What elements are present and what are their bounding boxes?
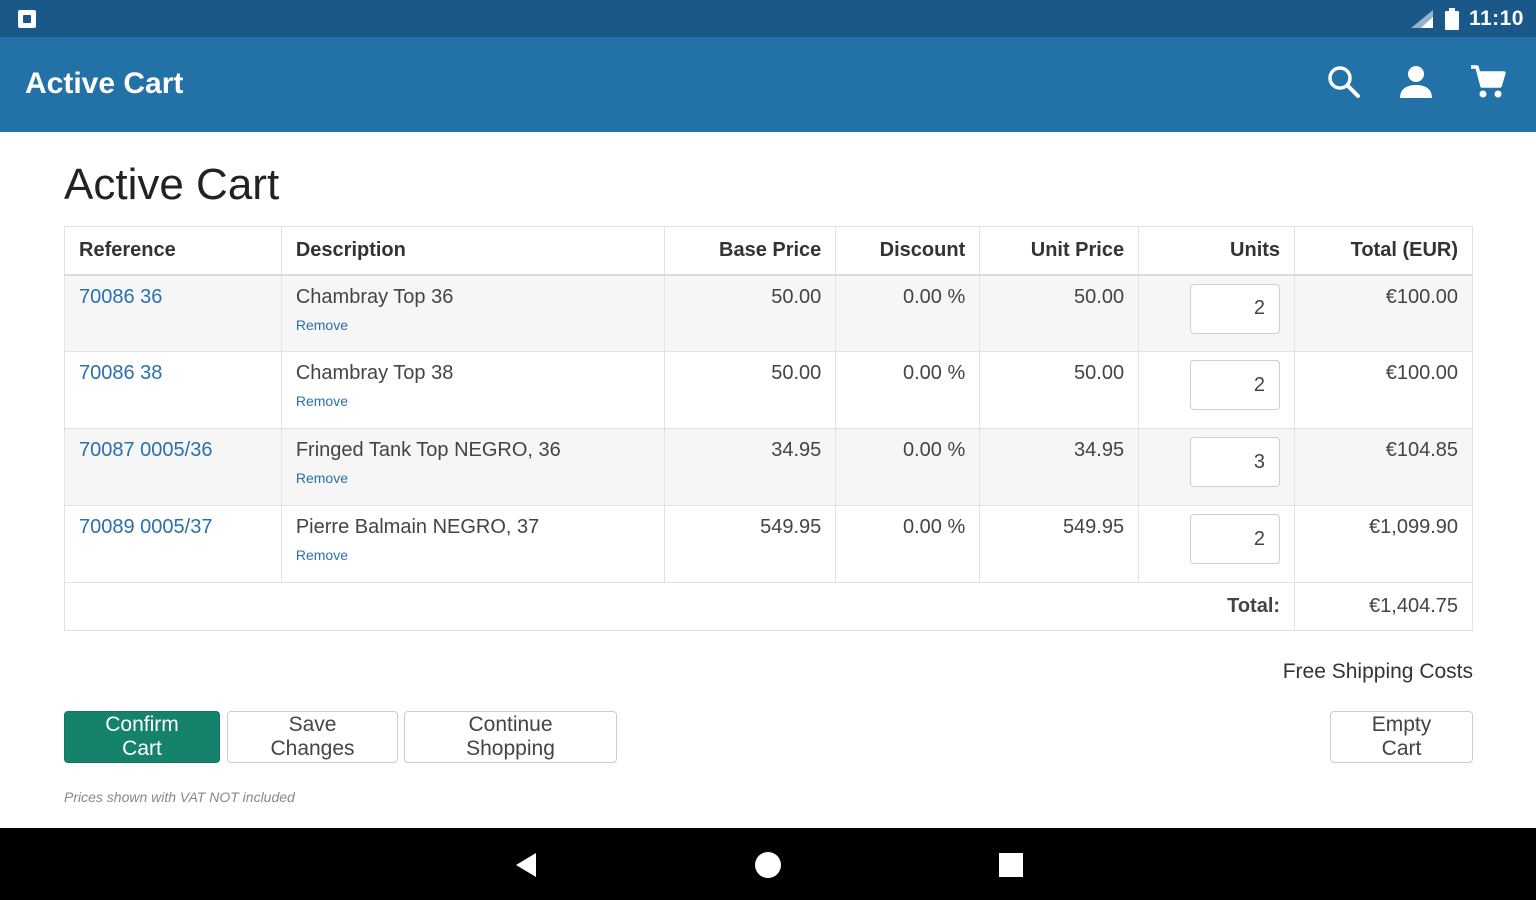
units-input[interactable] xyxy=(1190,360,1281,410)
empty-cart-button[interactable]: Empty Cart xyxy=(1330,711,1473,763)
app-bar: Active Cart xyxy=(0,37,1536,132)
navigation-bar xyxy=(0,828,1536,900)
item-description: Chambray Top 36 xyxy=(295,285,454,308)
confirm-cart-button[interactable]: Confirm Cart xyxy=(64,711,220,763)
header-unit-price: Unit Price xyxy=(979,226,1140,276)
app-bar-actions xyxy=(1326,62,1506,102)
line-total: €100.00 xyxy=(1294,274,1473,352)
table-row: 70086 38 Chambray Top 38 Remove 50.00 0.0… xyxy=(64,351,1473,429)
item-description: Pierre Balmain NEGRO, 37 xyxy=(295,516,540,538)
unit-price: 549.95 xyxy=(979,505,1140,583)
cart-table: Reference Description Base Price Discoun… xyxy=(63,226,1473,631)
unit-price: 34.95 xyxy=(979,428,1140,506)
account-icon[interactable] xyxy=(1398,62,1434,102)
remove-link[interactable]: Remove xyxy=(295,547,348,563)
cart-icon[interactable] xyxy=(1470,62,1506,102)
base-price: 50.00 xyxy=(664,351,837,429)
header-base-price: Base Price xyxy=(664,226,837,276)
reference-link[interactable]: 70086 38 xyxy=(79,362,163,384)
unit-price: 50.00 xyxy=(979,351,1140,429)
vat-note: Prices shown with VAT NOT included xyxy=(64,789,295,805)
header-units: Units xyxy=(1138,226,1296,276)
remove-link[interactable]: Remove xyxy=(295,393,348,409)
cart-total-value: €1,404.75 xyxy=(1294,582,1473,631)
header-total: Total (EUR) xyxy=(1294,226,1473,276)
battery-icon xyxy=(1444,7,1459,30)
discount: 0.00 % xyxy=(835,351,981,429)
line-total: €104.85 xyxy=(1294,428,1473,506)
discount: 0.00 % xyxy=(835,274,981,352)
cart-total-row: Total: €1,404.75 xyxy=(63,582,1473,631)
table-row: 70087 0005/36 Fringed Tank Top NEGRO, 36… xyxy=(64,428,1473,506)
back-icon[interactable] xyxy=(509,848,543,882)
item-description: Chambray Top 38 xyxy=(295,362,454,384)
header-discount: Discount xyxy=(835,226,981,276)
line-total: €1,099.90 xyxy=(1294,505,1473,583)
notification-icon xyxy=(18,10,36,28)
status-bar: 11:10 xyxy=(0,0,1536,37)
search-icon[interactable] xyxy=(1326,62,1362,102)
table-header-row: Reference Description Base Price Discoun… xyxy=(64,226,1473,276)
app-bar-title: Active Cart xyxy=(25,67,184,100)
home-icon[interactable] xyxy=(751,848,785,882)
item-description: Fringed Tank Top NEGRO, 36 xyxy=(295,439,561,461)
header-reference: Reference xyxy=(64,226,282,276)
units-input[interactable] xyxy=(1190,283,1281,334)
table-row: 70089 0005/37 Pierre Balmain NEGRO, 37 Re… xyxy=(64,505,1473,583)
unit-price: 50.00 xyxy=(979,274,1140,352)
units-input[interactable] xyxy=(1190,437,1281,487)
remove-link[interactable]: Remove xyxy=(295,470,348,486)
base-price: 549.95 xyxy=(664,505,837,583)
line-total: €100.00 xyxy=(1294,351,1473,429)
cart-total-label: Total: xyxy=(63,582,1296,631)
discount: 0.00 % xyxy=(835,505,981,583)
units-input[interactable] xyxy=(1190,514,1281,564)
reference-link[interactable]: 70089 0005/37 xyxy=(79,516,213,538)
discount: 0.00 % xyxy=(835,428,981,506)
status-indicators: 11:10 xyxy=(1409,0,1524,37)
table-row: 70086 36 Chambray Top 36 Remove 50.00 0.0… xyxy=(64,274,1473,352)
base-price: 34.95 xyxy=(664,428,837,506)
base-price: 50.00 xyxy=(664,274,837,352)
status-time: 11:10 xyxy=(1468,6,1524,30)
shipping-info: Free Shipping Costs xyxy=(1282,660,1473,683)
header-description: Description xyxy=(280,226,666,276)
remove-link[interactable]: Remove xyxy=(295,316,348,333)
continue-shopping-button[interactable]: Continue Shopping xyxy=(404,711,617,763)
recents-icon[interactable] xyxy=(994,848,1028,882)
reference-link[interactable]: 70086 36 xyxy=(79,285,163,308)
save-changes-button[interactable]: Save Changes xyxy=(227,711,398,763)
signal-icon xyxy=(1410,9,1433,28)
reference-link[interactable]: 70087 0005/36 xyxy=(79,439,213,461)
page-title: Active Cart xyxy=(64,160,280,209)
